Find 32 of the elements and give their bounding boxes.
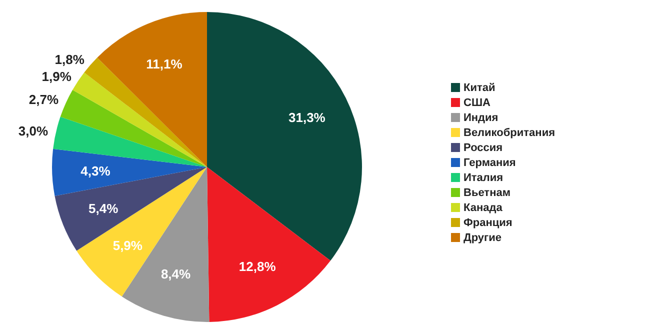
data-label: 1,8% (54, 52, 85, 68)
data-label: 3,0% (18, 123, 48, 138)
pie-slice (76, 167, 207, 297)
data-label: 5,4% (88, 200, 119, 216)
data-label: 12,8% (238, 259, 276, 274)
legend-label: Италия (464, 172, 504, 184)
pie-slice (207, 167, 330, 322)
legend-label: Франция (464, 216, 512, 228)
data-label: 4,3% (80, 163, 111, 178)
pie-slice (72, 72, 207, 167)
pie-slice (53, 116, 207, 167)
legend-label: Китай (464, 82, 496, 94)
pie-slice (97, 12, 207, 167)
legend-label: Великобритания (464, 126, 555, 138)
pie-slice (52, 148, 207, 196)
data-label: 2,7% (28, 92, 59, 108)
pie-slice (84, 58, 207, 167)
legend-label: Германия (464, 156, 516, 168)
pie-slice (207, 12, 362, 261)
pie-slice (60, 90, 207, 167)
data-label: 8,4% (160, 266, 192, 282)
legend-label: Другие (464, 232, 502, 244)
pie-slice (54, 167, 207, 251)
legend-label: Индия (464, 112, 498, 124)
data-label: 31,3% (288, 110, 326, 125)
legend-label: Вьетнам (464, 186, 510, 198)
legend-label: Канада (464, 202, 502, 214)
data-label: 1,9% (42, 69, 72, 84)
legend-label: США (464, 96, 490, 108)
data-label: 11,1% (146, 56, 183, 72)
legend-label: Россия (464, 142, 503, 154)
data-label: 5,9% (112, 238, 143, 253)
